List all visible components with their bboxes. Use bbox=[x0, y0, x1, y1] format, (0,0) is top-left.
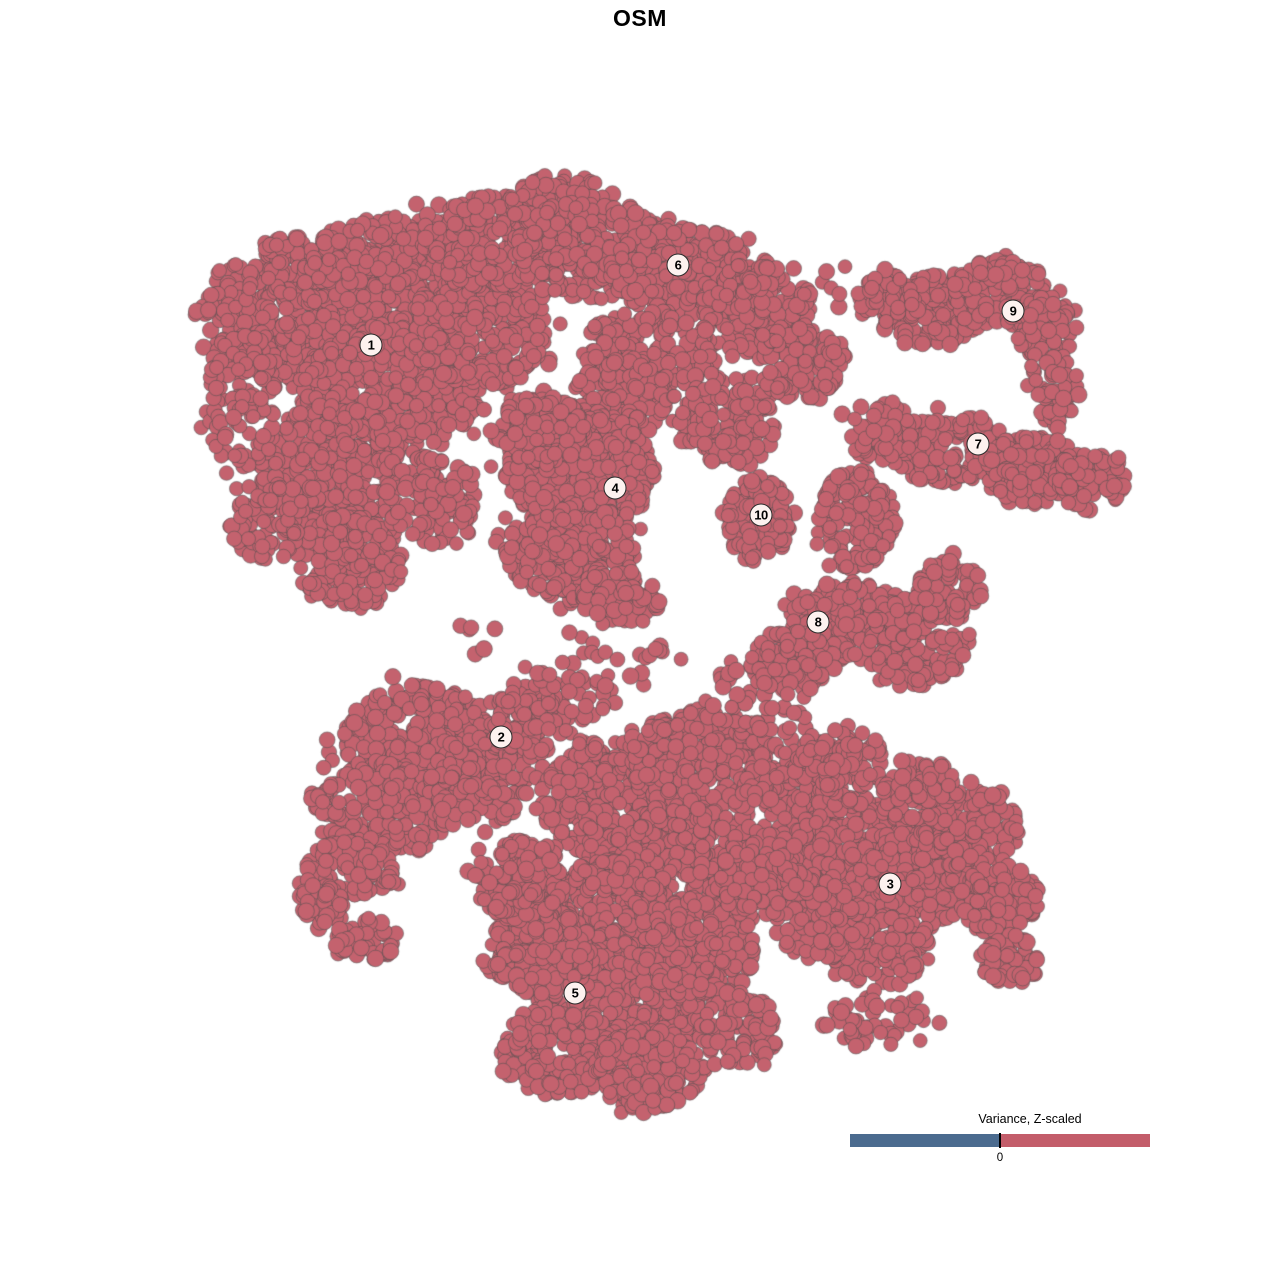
legend-tick-label: 0 bbox=[996, 1152, 1004, 1164]
plot-title: OSM bbox=[613, 5, 667, 31]
cluster-label-1: 1 bbox=[359, 333, 383, 357]
cluster-label-2: 2 bbox=[489, 725, 513, 749]
legend-title: Variance, Z-scaled bbox=[978, 1112, 1082, 1126]
cluster-label-7: 7 bbox=[966, 432, 990, 456]
cluster-label-4: 4 bbox=[603, 476, 627, 500]
cluster-label-6: 6 bbox=[666, 253, 690, 277]
cluster-label-8: 8 bbox=[806, 610, 830, 634]
legend-tick bbox=[999, 1133, 1001, 1148]
cluster-label-9: 9 bbox=[1001, 299, 1025, 323]
cluster-label-5: 5 bbox=[563, 981, 587, 1005]
cluster-label-3: 3 bbox=[878, 872, 902, 896]
cluster-label-10: 10 bbox=[749, 503, 773, 527]
